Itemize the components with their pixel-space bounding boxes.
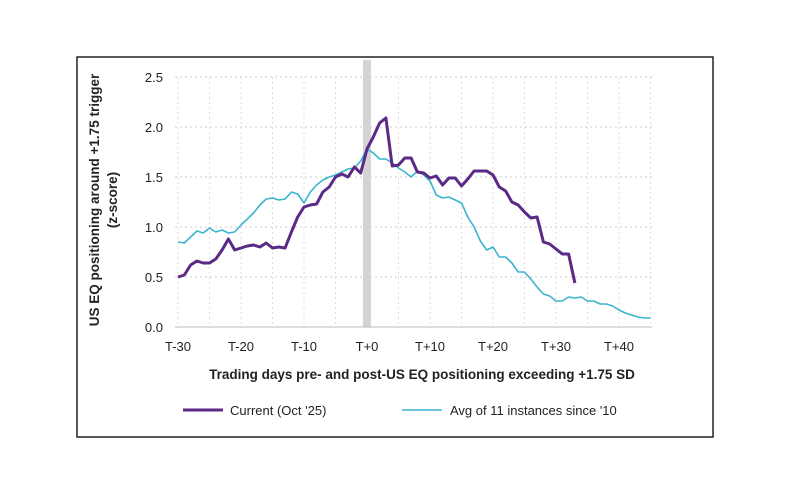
x-tick-label: T-30 xyxy=(165,339,191,354)
x-tick-labels: T-30 T-20 T-10 T+0 T+10 T+20 T+30 T+40 xyxy=(165,339,634,354)
legend: Current (Oct '25) Avg of 11 instances si… xyxy=(183,403,617,418)
x-tick-label: T+30 xyxy=(541,339,571,354)
x-tick-label: T+10 xyxy=(415,339,445,354)
legend-label-current: Current (Oct '25) xyxy=(230,403,326,418)
legend-label-avg: Avg of 11 instances since '10 xyxy=(450,403,617,418)
x-tick-label: T+0 xyxy=(356,339,379,354)
y-tick-label: 2.0 xyxy=(145,120,163,135)
x-tick-label: T+20 xyxy=(478,339,508,354)
y-tick-label: 0.0 xyxy=(145,320,163,335)
gridlines xyxy=(175,76,654,327)
series-line-current xyxy=(177,116,577,284)
y-tick-label: 1.0 xyxy=(145,220,163,235)
x-tick-label: T+40 xyxy=(604,339,634,354)
series-line-avg xyxy=(177,148,651,319)
series-lines xyxy=(177,116,651,319)
chart-frame xyxy=(76,56,714,438)
highlight-band xyxy=(363,60,371,327)
y-tick-label: 1.5 xyxy=(145,170,163,185)
y-axis-label: US EQ positioning around +1.75 trigger (… xyxy=(87,73,120,326)
y-tick-labels: 0.0 0.5 1.0 1.5 2.0 2.5 xyxy=(145,70,163,335)
y-tick-label: 2.5 xyxy=(145,70,163,85)
y-axis-label-line-1: US EQ positioning around +1.75 trigger xyxy=(87,73,102,326)
x-tick-label: T-20 xyxy=(228,339,254,354)
x-axis-label: Trading days pre- and post-US EQ positio… xyxy=(209,367,635,382)
y-tick-label: 0.5 xyxy=(145,270,163,285)
y-axis-label-line-2: (z-score) xyxy=(105,172,120,228)
x-tick-label: T-10 xyxy=(291,339,317,354)
